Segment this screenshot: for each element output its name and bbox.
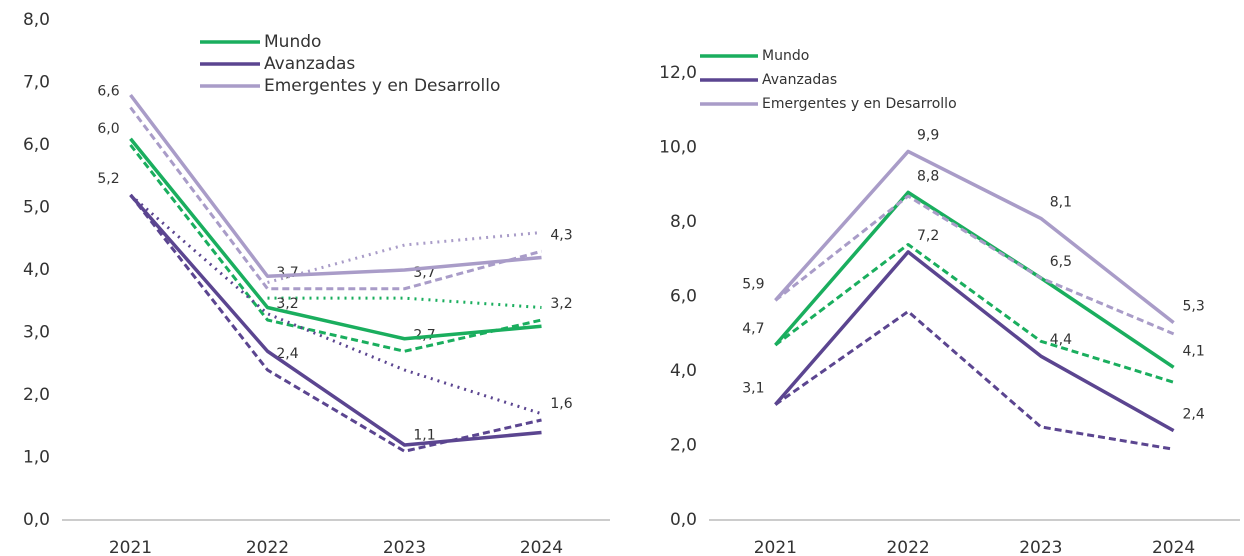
- series-line: [774, 310, 1174, 451]
- y-tick-label: 6,0: [23, 135, 50, 155]
- data-label: 7,2: [917, 228, 939, 244]
- data-label: 5,3: [1182, 299, 1204, 315]
- series-line: [129, 93, 542, 278]
- series-line: [129, 137, 542, 341]
- legend-label: Emergentes y en Desarrollo: [264, 76, 500, 96]
- y-tick-label: 7,0: [23, 73, 50, 93]
- x-tick-label: 2022: [246, 538, 289, 556]
- y-tick-label: 2,0: [670, 436, 697, 456]
- data-label: 3,2: [276, 296, 298, 312]
- y-tick-label: 6,0: [670, 287, 697, 307]
- data-label: 6,0: [97, 121, 119, 137]
- series-line: [129, 194, 542, 453]
- data-label: 6,5: [1050, 254, 1072, 270]
- y-tick-label: 0,0: [670, 510, 697, 530]
- series-line: [129, 193, 542, 447]
- data-label: 3,7: [276, 265, 298, 281]
- series-line: [774, 149, 1175, 325]
- y-tick-label: 4,0: [670, 361, 697, 381]
- y-tick-label: 12,0: [659, 63, 697, 83]
- data-label: 8,1: [1050, 194, 1072, 210]
- x-tick-label: 2023: [1019, 538, 1062, 556]
- series-line: [774, 194, 1175, 336]
- x-tick-label: 2024: [520, 538, 563, 556]
- series-line: [129, 106, 542, 291]
- x-tick-label: 2023: [383, 538, 426, 556]
- data-label: 9,9: [917, 127, 939, 143]
- x-tick-label: 2021: [109, 538, 152, 556]
- series-line: [129, 144, 542, 353]
- x-tick-label: 2021: [754, 538, 797, 556]
- y-tick-label: 1,0: [23, 448, 50, 468]
- y-tick-label: 5,0: [23, 198, 50, 218]
- y-tick-label: 2,0: [23, 385, 50, 405]
- data-label: 1,1: [413, 427, 435, 443]
- data-label: 2,4: [276, 346, 298, 362]
- series-line: [267, 296, 542, 309]
- y-tick-label: 4,0: [23, 260, 50, 280]
- data-label: 4,7: [742, 321, 764, 337]
- legend-label: Mundo: [264, 32, 321, 52]
- data-label: 5,2: [97, 171, 119, 187]
- series-line: [774, 190, 1175, 369]
- data-label: 4,1: [1182, 343, 1204, 359]
- x-tick-label: 2022: [886, 538, 929, 556]
- y-tick-label: 8,0: [23, 10, 50, 30]
- data-label: 1,6: [550, 396, 572, 412]
- legend-label: Emergentes y en Desarrollo: [762, 96, 957, 112]
- legend-label: Avanzadas: [762, 72, 837, 88]
- legend-label: Mundo: [762, 48, 809, 64]
- y-tick-label: 0,0: [23, 510, 50, 530]
- data-label: 4,4: [1050, 332, 1072, 348]
- data-label: 6,6: [97, 84, 119, 100]
- x-tick-label: 2024: [1152, 538, 1195, 556]
- y-tick-label: 3,0: [23, 323, 50, 343]
- series-line: [129, 193, 542, 416]
- y-tick-label: 8,0: [670, 212, 697, 232]
- series-line: [774, 242, 1175, 384]
- series-line: [774, 250, 1175, 433]
- data-label: 8,8: [917, 168, 939, 184]
- y-tick-label: 10,0: [659, 138, 697, 158]
- data-label: 3,1: [742, 381, 764, 397]
- data-label: 3,2: [550, 296, 572, 312]
- data-label: 5,9: [742, 276, 764, 292]
- data-label: 2,4: [1182, 407, 1204, 423]
- legend-label: Avanzadas: [264, 54, 355, 74]
- data-label: 4,3: [550, 227, 572, 243]
